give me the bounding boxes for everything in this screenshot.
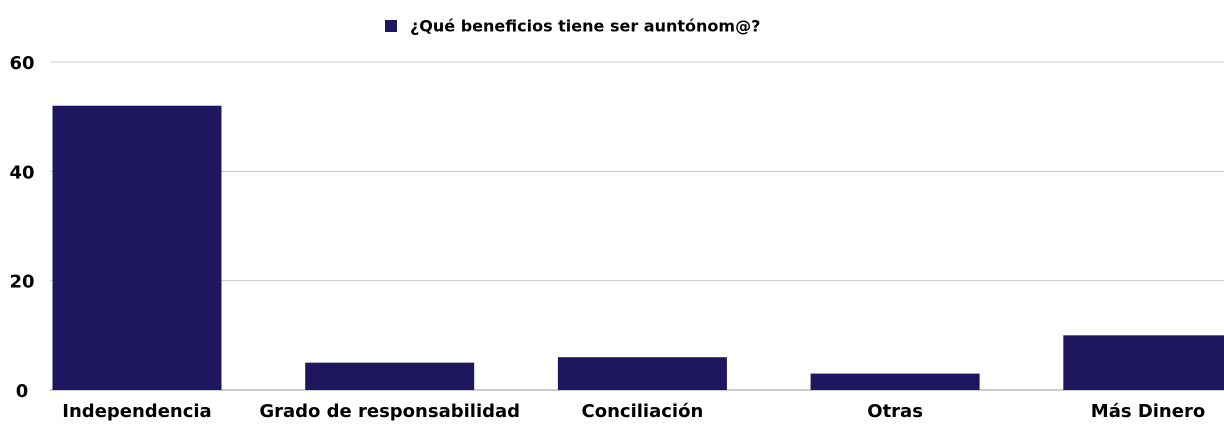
legend-label: ¿Qué beneficios tiene ser auntónom@? [410,17,760,36]
bar [810,373,980,390]
bar [52,105,222,390]
bar [305,362,475,390]
x-tick-label: Independencia [62,401,211,422]
x-tick-label: Otras [867,401,923,422]
bar [1063,335,1224,390]
bar [557,357,727,390]
x-tick-label: Grado de responsabilidad [259,401,520,422]
legend-swatch [385,20,397,32]
y-tick-label: 0 [16,381,29,402]
y-tick-label: 40 [9,162,34,183]
x-tick-label: Conciliación [582,401,704,422]
x-tick-label: Más Dinero [1091,401,1205,422]
y-tick-label: 60 [9,53,34,74]
y-tick-label: 20 [9,272,34,293]
